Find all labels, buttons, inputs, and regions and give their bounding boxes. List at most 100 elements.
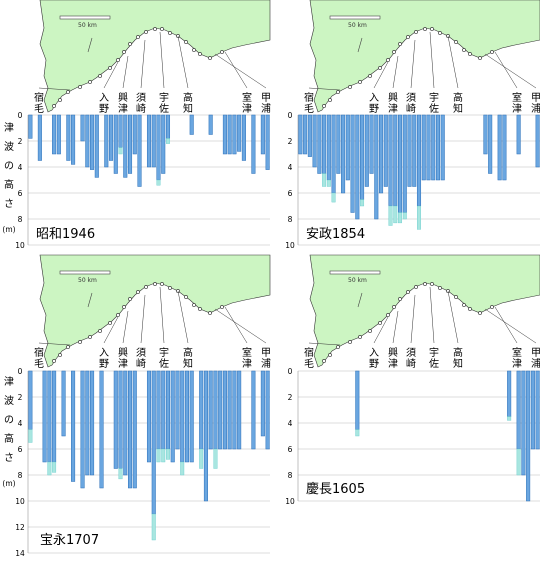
bar-main	[232, 370, 237, 450]
observation-dot	[208, 56, 212, 60]
observation-dot	[153, 27, 157, 31]
observation-dot	[462, 48, 466, 52]
place-label-top: 興	[118, 347, 128, 359]
bar-main	[388, 114, 393, 207]
observation-dot	[378, 66, 382, 70]
y-tick-label: 10	[285, 241, 295, 250]
observation-dot	[328, 353, 332, 357]
y-tick-label: 0	[288, 367, 293, 376]
observation-dot	[490, 50, 494, 54]
bar-main	[113, 370, 118, 469]
bar-main	[355, 370, 360, 430]
leader-line	[140, 294, 146, 344]
observation-dot	[468, 52, 472, 56]
bar-main	[37, 114, 42, 161]
place-label-top: 宇	[159, 91, 169, 104]
north-arrow	[357, 292, 363, 308]
y-tick-label: 12	[15, 523, 25, 532]
leader-line	[214, 308, 267, 344]
y-axis-label-char: の	[4, 161, 14, 172]
y-axis-unit: (m)	[2, 225, 15, 234]
leader-line	[308, 87, 341, 91]
bar-extra	[47, 461, 52, 476]
leader-line	[429, 31, 435, 89]
land-shape	[309, 254, 540, 368]
bar-main	[199, 370, 204, 450]
chart-panel-3: 50 km宿毛入野興津須崎宇佐高知室津甲浦02468101214津波の高さ(m)…	[2, 254, 271, 558]
place-label-bottom: 津	[388, 358, 398, 370]
bar-main	[516, 370, 521, 450]
observation-dot	[386, 313, 390, 317]
observation-dot	[378, 321, 382, 325]
place-label-top: 興	[388, 347, 398, 359]
place-label-bottom: 浦	[261, 102, 271, 115]
place-label-bottom: 佐	[429, 358, 439, 370]
observation-dot	[98, 329, 102, 333]
scale-label: 50 km	[78, 277, 97, 284]
leader-line	[494, 306, 518, 344]
y-tick-label: 0	[18, 367, 23, 376]
bar-main	[393, 114, 398, 207]
bar-main	[61, 370, 66, 437]
place-label-top: 宿	[304, 346, 314, 359]
observation-dot	[88, 80, 92, 84]
panel-title: 慶長1605	[306, 482, 365, 497]
place-label-bottom: 野	[369, 358, 379, 370]
leader-line	[103, 316, 119, 344]
y-tick-label: 4	[288, 419, 293, 428]
observation-dot	[184, 40, 188, 44]
leader-line	[392, 310, 399, 344]
bar-main	[237, 114, 242, 152]
observation-dot	[116, 313, 120, 317]
bar-main	[132, 370, 137, 489]
bar-extra	[331, 192, 336, 203]
bar-extra	[516, 448, 521, 476]
bar-main	[345, 114, 350, 181]
leader-line	[122, 55, 129, 89]
y-axis-label-char: 波	[4, 394, 14, 407]
y-axis-label-char: 波	[4, 140, 14, 153]
observation-dot	[98, 74, 102, 78]
bar-main	[132, 114, 137, 155]
bar-main	[85, 114, 90, 168]
place-label-bottom: 佐	[159, 103, 169, 115]
y-tick-label: 4	[288, 163, 293, 172]
place-label-bottom: 知	[183, 102, 193, 115]
bar-main	[52, 370, 57, 463]
bar-main	[350, 114, 355, 213]
bar-main	[355, 114, 360, 220]
bar-extra	[156, 448, 161, 463]
panel-title: 宝永1707	[40, 533, 99, 548]
bar-main	[307, 114, 312, 157]
place-label-bottom: 佐	[429, 103, 439, 115]
bar-extra	[166, 448, 170, 460]
leader-line	[447, 35, 459, 89]
place-label-bottom: 入	[369, 348, 379, 359]
bar-main	[94, 114, 99, 178]
bar-main	[507, 370, 512, 417]
leader-line	[373, 61, 389, 89]
place-label-top: 高	[453, 346, 463, 359]
bar-main	[298, 114, 303, 155]
observation-dot	[122, 305, 126, 309]
observation-dot	[386, 58, 390, 62]
place-label-top: 甲	[531, 348, 540, 359]
bar-main	[123, 114, 128, 178]
observation-dot	[322, 359, 326, 363]
place-label-top: 興	[388, 92, 398, 104]
bar-extra	[166, 138, 170, 144]
observation-dot	[478, 56, 482, 60]
observation-dot	[66, 90, 70, 94]
observation-dot	[128, 42, 132, 46]
place-label-top: 甲	[261, 348, 271, 359]
leader-line	[410, 294, 416, 344]
y-axis-label-char: 高	[4, 178, 14, 191]
leader-line	[177, 290, 189, 344]
y-axis-label-char: さ	[4, 452, 14, 464]
bar-extra	[355, 429, 360, 437]
observation-dot	[438, 31, 442, 35]
bar-main	[497, 114, 502, 181]
panel-title: 安政1854	[306, 227, 365, 242]
place-label-bottom: 入	[99, 348, 109, 359]
